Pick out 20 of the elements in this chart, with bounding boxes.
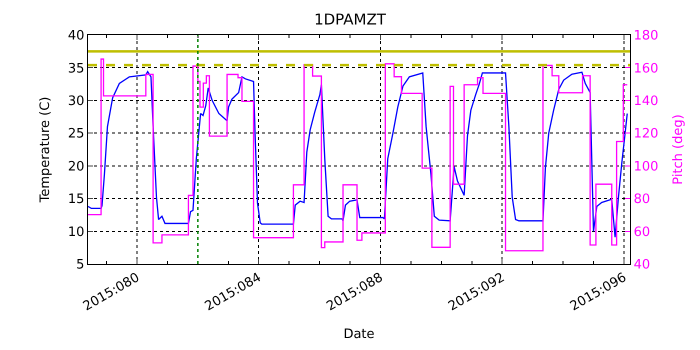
x-axis-title: Date bbox=[343, 326, 375, 342]
y2-tick-label: 100 bbox=[634, 159, 658, 174]
y2-tick-label: 140 bbox=[634, 94, 658, 109]
y2-tick-label: 40 bbox=[634, 258, 650, 273]
y-tick-label: 5 bbox=[76, 258, 84, 273]
y-tick-label: 10 bbox=[68, 224, 84, 240]
y2-tick-label: 120 bbox=[634, 126, 658, 142]
y2-tick-label: 160 bbox=[634, 61, 658, 76]
y-tick-label: 15 bbox=[68, 192, 84, 208]
y-axis-title: Temperature (C) bbox=[38, 96, 53, 204]
y-tick-label: 20 bbox=[68, 159, 84, 174]
y-tick-label: 30 bbox=[68, 94, 84, 109]
y2-tick-label: 180 bbox=[634, 28, 658, 44]
y2-tick-label: 80 bbox=[634, 192, 650, 208]
y2-tick-label: 60 bbox=[634, 224, 650, 240]
y-tick-label: 25 bbox=[68, 126, 84, 142]
y-tick-label: 35 bbox=[68, 61, 84, 76]
y2-axis-title: Pitch (deg) bbox=[671, 114, 686, 185]
y-tick-label: 40 bbox=[68, 28, 84, 44]
chart-title: 1DPAMZT bbox=[314, 10, 387, 28]
